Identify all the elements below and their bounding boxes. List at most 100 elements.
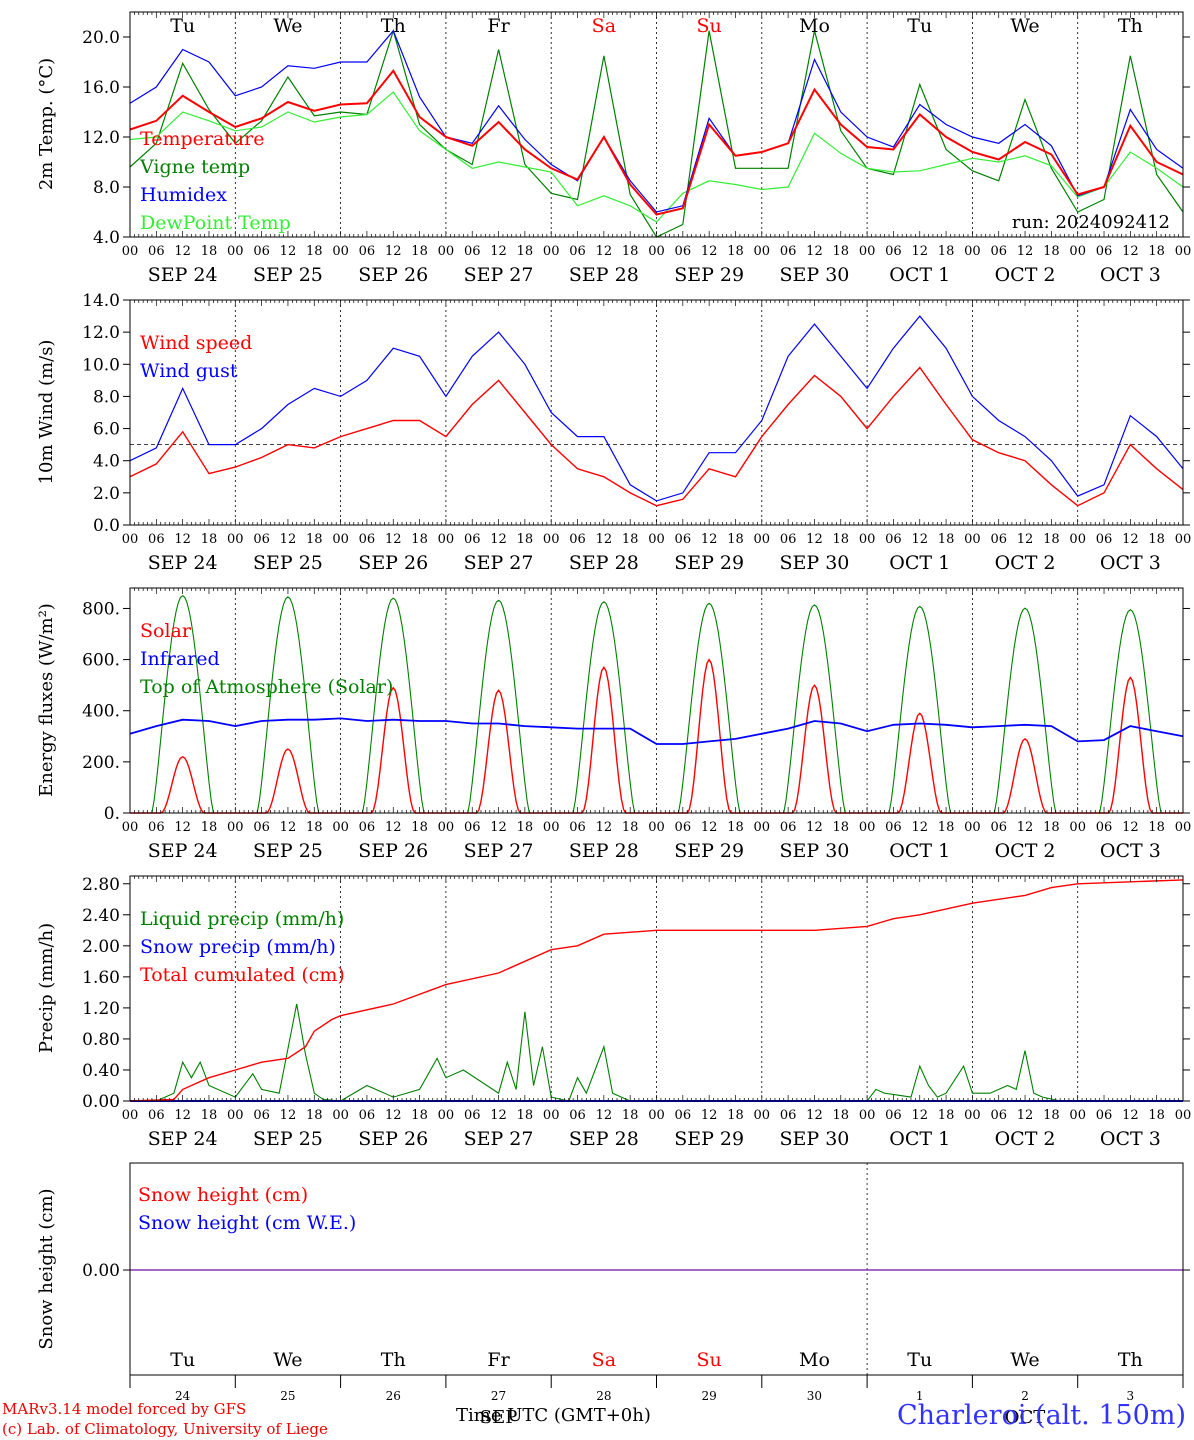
hour-label: 12 xyxy=(806,1108,823,1123)
hour-label: 06 xyxy=(675,532,692,547)
day-of-week-label: Fr xyxy=(487,15,510,37)
hour-label: 12 xyxy=(1122,820,1139,835)
day-of-week-label: Th xyxy=(1118,1349,1143,1371)
hour-label: 06 xyxy=(253,244,270,259)
hour-label: 06 xyxy=(990,244,1007,259)
legend-snow-precip: Snow precip (mm/h) xyxy=(140,936,336,958)
hour-label: 00 xyxy=(859,1108,876,1123)
hour-label: 00 xyxy=(438,532,455,547)
hour-label: 12 xyxy=(490,820,507,835)
legend-humidex: Humidex xyxy=(140,184,227,206)
hour-label: 12 xyxy=(911,820,928,835)
station-name: Charleroi (alt. 150m) xyxy=(897,1400,1186,1431)
hour-label: 06 xyxy=(990,532,1007,547)
hour-label: 00 xyxy=(859,820,876,835)
y-tick-label: 0.80 xyxy=(82,1030,120,1050)
hour-label: 18 xyxy=(1043,244,1060,259)
hour-label: 18 xyxy=(306,820,323,835)
hour-label: 06 xyxy=(1096,244,1113,259)
date-label: SEP 27 xyxy=(464,264,534,286)
hour-label: 00 xyxy=(122,532,139,547)
hour-label: 12 xyxy=(280,820,297,835)
hour-label: 18 xyxy=(833,1108,850,1123)
date-label: SEP 25 xyxy=(253,840,323,862)
hour-label: 06 xyxy=(675,820,692,835)
day-number-label: 28 xyxy=(596,1389,611,1403)
x-axis-title: Time UTC (GMT+0h) xyxy=(456,1405,651,1426)
date-label: SEP 30 xyxy=(780,264,850,286)
hour-label: 06 xyxy=(885,1108,902,1123)
day-number-label: 26 xyxy=(386,1389,401,1403)
hour-label: 12 xyxy=(1017,1108,1034,1123)
day-number-label: 24 xyxy=(175,1389,191,1403)
hour-label: 18 xyxy=(201,1108,218,1123)
hour-label: 18 xyxy=(411,532,428,547)
y-tick-label: 2.40 xyxy=(82,906,120,926)
wind-ylabel: 10m Wind (m/s) xyxy=(36,340,57,485)
hour-label: 12 xyxy=(701,820,718,835)
hour-label: 18 xyxy=(411,820,428,835)
hour-label: 12 xyxy=(911,244,928,259)
day-of-week-label: Su xyxy=(697,1349,722,1371)
day-number-label: 3 xyxy=(1127,1389,1135,1403)
hour-label: 12 xyxy=(1122,532,1139,547)
dewpoint-line xyxy=(129,91,1184,223)
hour-label: 18 xyxy=(306,244,323,259)
hour-label: 00 xyxy=(648,244,665,259)
humidex-line xyxy=(129,29,1184,213)
hour-label: 00 xyxy=(332,820,349,835)
hour-label: 00 xyxy=(543,244,560,259)
hour-label: 00 xyxy=(122,1108,139,1123)
hour-label: 18 xyxy=(517,532,534,547)
hour-label: 06 xyxy=(885,244,902,259)
hour-label: 18 xyxy=(306,532,323,547)
hour-label: 00 xyxy=(1069,1108,1086,1123)
hour-label: 18 xyxy=(1043,532,1060,547)
hour-label: 12 xyxy=(1017,244,1034,259)
hour-label: 06 xyxy=(148,532,165,547)
hour-label: 18 xyxy=(938,244,955,259)
day-of-week-label: We xyxy=(1010,1349,1039,1371)
hour-label: 12 xyxy=(911,1108,928,1123)
date-label: SEP 30 xyxy=(780,552,850,574)
day-of-week-label: Su xyxy=(697,15,722,37)
date-label: OCT 1 xyxy=(889,552,950,574)
legend-wind-speed: Wind speed xyxy=(140,332,252,354)
hour-label: 06 xyxy=(464,820,481,835)
day-of-week-label: Tu xyxy=(170,1349,195,1371)
hour-label: 06 xyxy=(990,1108,1007,1123)
y-tick-label: 12.0 xyxy=(82,128,120,148)
hour-label: 18 xyxy=(727,244,744,259)
temperature-ylabel: 2m Temp. (°C) xyxy=(36,58,57,190)
y-tick-label: 2.00 xyxy=(82,937,120,957)
y-tick-label: 8.0 xyxy=(93,387,120,407)
hour-label: 00 xyxy=(122,244,139,259)
hour-label: 12 xyxy=(280,244,297,259)
hour-label: 00 xyxy=(964,244,981,259)
temperature-line xyxy=(129,69,1184,216)
hour-label: 18 xyxy=(517,1108,534,1123)
hour-label: 00 xyxy=(227,1108,244,1123)
y-tick-label: 14.0 xyxy=(82,291,120,311)
day-of-week-label: Mo xyxy=(799,1349,830,1371)
hour-label: 00 xyxy=(1069,244,1086,259)
temperature-panel: 4.0 8.0 12.0 16.0 20.0 00 06 12 18 SEP 24 Tu 00 06 12… xyxy=(36,11,1191,286)
credit-line-1: MARv3.14 model forced by GFS xyxy=(2,1400,247,1418)
hour-label: 00 xyxy=(859,532,876,547)
date-label: SEP 25 xyxy=(253,552,323,574)
hour-label: 06 xyxy=(359,820,376,835)
hour-label: 06 xyxy=(359,1108,376,1123)
date-label: SEP 30 xyxy=(780,1128,850,1150)
hour-label: 18 xyxy=(938,1108,955,1123)
hour-label: 18 xyxy=(727,1108,744,1123)
hour-label: 18 xyxy=(727,820,744,835)
legend-snow-height-we: Snow height (cm W.E.) xyxy=(138,1212,356,1234)
hour-label: 06 xyxy=(569,820,586,835)
hour-label: 12 xyxy=(280,1108,297,1123)
snow-panel: 0.00 Tu We Th Fr Sa Su Mo Tu We Th Snow height (cm… xyxy=(36,1162,1190,1376)
day-of-week-label: We xyxy=(273,15,302,37)
date-label: SEP 24 xyxy=(148,552,218,574)
day-number-label: 1 xyxy=(916,1389,924,1403)
hour-label: 18 xyxy=(1043,1108,1060,1123)
y-tick-label: 8.0 xyxy=(93,178,120,198)
